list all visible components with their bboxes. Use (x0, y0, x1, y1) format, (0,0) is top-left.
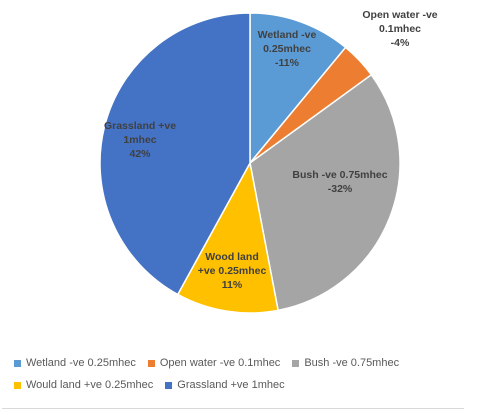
legend-label: Bush -ve 0.75mhec (304, 357, 400, 369)
legend-label: Open water -ve 0.1mhec (159, 357, 281, 369)
slice-data-label: Open water -ve 0.1mhec -4% (362, 9, 437, 49)
slice-data-label-line: 11% (222, 279, 243, 291)
slice-data-label-line: Grassland +ve (104, 120, 176, 132)
slice-data-label-line: +ve 0.25mhec (198, 265, 267, 277)
slice-data-label-line: 1mhec (123, 134, 156, 146)
slice-data-label-line: -11% (275, 57, 300, 69)
slice-data-label: Bush -ve 0.75mhec -32% (292, 169, 387, 195)
legend-item: Grassland +ve 1mhec (165, 379, 285, 391)
legend-swatch (292, 359, 300, 367)
legend-row: Wetland -ve 0.25mhec Open water -ve 0.1mh… (14, 352, 464, 374)
chart-legend: Wetland -ve 0.25mhec Open water -ve 0.1mh… (14, 352, 464, 396)
slice-data-label-line: Open water -ve (362, 9, 437, 21)
legend-swatch (14, 381, 21, 389)
slice-data-label-line: 0.1mhec (379, 23, 421, 35)
legend-label: Wetland -ve 0.25mhec (26, 357, 136, 369)
slice-data-label-line: Wetland -ve (258, 29, 317, 41)
legend-item: Open water -ve 0.1mhec (147, 357, 281, 369)
slice-data-label: Wood land +ve 0.25mhec 11% (198, 251, 267, 291)
slice-data-label-line: Wood land (205, 251, 258, 263)
slice-data-label-line: -4% (391, 37, 410, 49)
legend-swatch (14, 359, 21, 367)
legend-swatch (147, 359, 155, 367)
pie-slice-5 (99, 12, 251, 296)
bottom-divider (2, 408, 464, 409)
legend-row: Would land +ve 0.25mhec Grassland +ve 1mh… (14, 374, 464, 396)
legend-item: Wetland -ve 0.25mhec (14, 357, 136, 369)
pie-slice-1 (249, 12, 347, 166)
legend-label: Would land +ve 0.25mhec (26, 379, 154, 391)
legend-label: Grassland +ve 1mhec (177, 379, 285, 391)
pie-slices (99, 12, 401, 314)
pie-chart: Wetland -ve 0.25mhec -11% Open water -ve 0.1… (99, 9, 438, 314)
slice-data-label-line: -32% (328, 183, 353, 195)
legend-swatch (165, 381, 173, 389)
slice-data-label: Wetland -ve 0.25mhec -11% (258, 29, 317, 69)
legend-item: Bush -ve 0.75mhec (292, 357, 399, 369)
pie-slice-3 (249, 73, 401, 312)
pie-slice-4 (176, 160, 279, 314)
slice-data-label-line: 0.25mhec (263, 43, 311, 55)
legend-item: Would land +ve 0.25mhec (14, 379, 153, 391)
slice-data-label-line: 42% (129, 148, 151, 160)
slice-data-label-line: Bush -ve 0.75mhec (292, 169, 387, 181)
slice-data-label: Grassland +ve 1mhec 42% (104, 120, 176, 160)
pie-data-labels: Wetland -ve 0.25mhec -11% Open water -ve 0.1… (104, 9, 438, 291)
